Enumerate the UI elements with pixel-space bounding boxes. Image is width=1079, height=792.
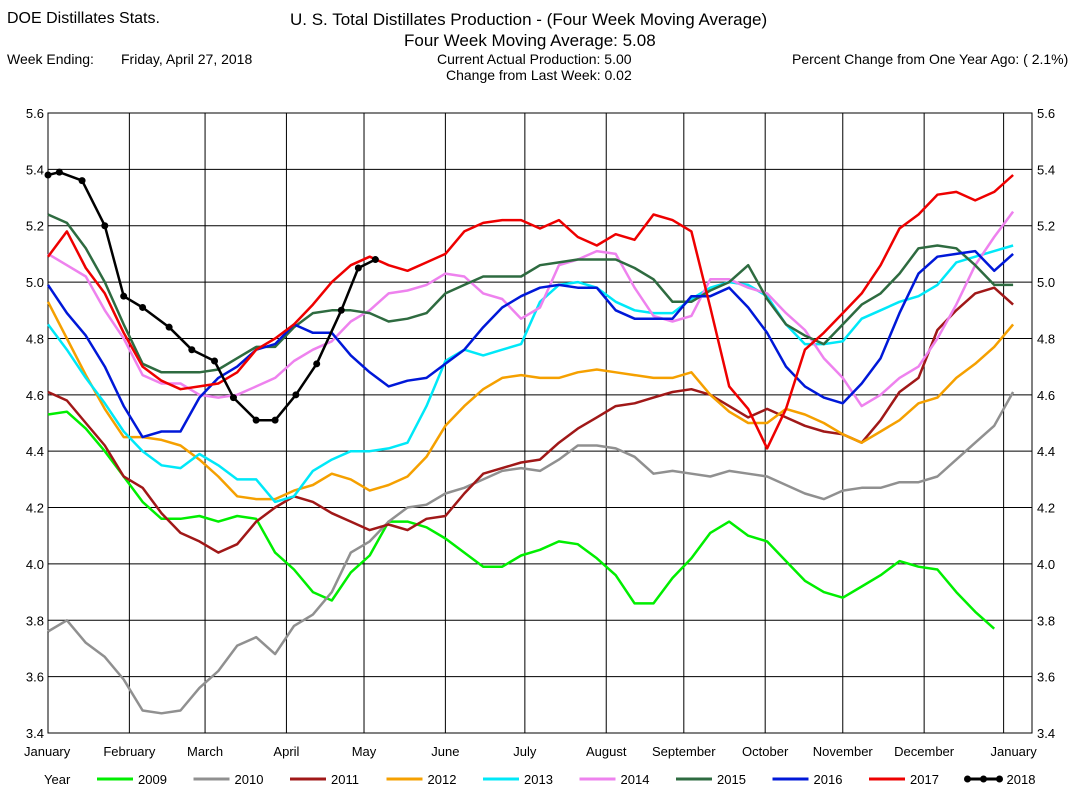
series-point-2018 (292, 391, 300, 399)
y-axis-ticks: 3.4 3.4 3.6 3.6 3.8 3.8 4.0 4.0 4.2 4.2 4.4 4.4 4.6 4… (26, 106, 1055, 741)
week-ending-label: Week Ending: (7, 51, 94, 67)
series-point-2018 (252, 416, 260, 424)
series-line-2012 (46, 301, 1015, 501)
y-tick-label-right: 4.4 (1037, 444, 1055, 459)
legend-marker-2018 (980, 775, 987, 783)
legend-label-2014: 2014 (621, 772, 650, 787)
legend-label-2010: 2010 (235, 772, 264, 787)
y-tick-label-right: 5.4 (1037, 162, 1055, 177)
plot-frame (47, 112, 1033, 734)
legend-label-2017: 2017 (910, 772, 939, 787)
app-title: DOE Distillates Stats. (7, 10, 160, 27)
y-tick-label-left: 4.4 (26, 444, 44, 459)
series-point-2018 (313, 360, 321, 368)
y-tick-label-right: 5.0 (1037, 275, 1055, 290)
series-line-2015 (47, 213, 1014, 374)
y-tick-label-left: 4.2 (26, 501, 44, 516)
y-tick-label-left: 4.6 (26, 388, 44, 403)
series-line-2010 (47, 391, 1015, 715)
series-point-2018 (165, 323, 173, 331)
x-month-label: January (24, 744, 71, 759)
x-month-label: January (990, 744, 1037, 759)
x-month-label: June (431, 744, 459, 759)
y-tick-label-left: 3.6 (26, 670, 44, 685)
x-axis-month-labels: January February March April May June July Augu… (24, 744, 1037, 759)
legend-label-2015: 2015 (717, 772, 746, 787)
series-lines (44, 168, 1015, 715)
moving-average-value: Four Week Moving Average: 5.08 (404, 31, 656, 50)
grid-lines (47, 112, 1032, 734)
series-point-2018 (188, 346, 196, 354)
legend-label-2009: 2009 (138, 772, 167, 787)
legend-label-2013: 2013 (524, 772, 553, 787)
series-point-2018 (229, 394, 237, 402)
y-tick-label-left: 4.8 (26, 331, 44, 346)
series-point-2018 (337, 306, 345, 314)
legend-marker-2018 (964, 775, 971, 783)
y-tick-label-left: 5.2 (26, 219, 44, 234)
legend-marker-2018 (996, 775, 1003, 783)
y-tick-label-right: 3.4 (1037, 726, 1055, 741)
series-point-2018 (44, 171, 52, 179)
change-from-last-week: Change from Last Week: 0.02 (446, 67, 632, 83)
series-line-2009 (47, 410, 996, 630)
y-tick-label-left: 3.8 (26, 613, 44, 628)
x-month-label: October (742, 744, 789, 759)
series-point-2018 (371, 256, 379, 264)
y-tick-label-left: 4.0 (26, 557, 44, 572)
legend-label-2016: 2016 (814, 772, 843, 787)
legend: Year 2009 2010 2011 2012 2013 2014 2015 2016 2017… (44, 772, 1035, 787)
x-month-label: November (813, 744, 874, 759)
series-point-2018 (55, 168, 63, 176)
y-tick-label-right: 4.6 (1037, 388, 1055, 403)
x-month-label: April (273, 744, 299, 759)
legend-label-2012: 2012 (428, 772, 457, 787)
y-tick-label-left: 5.4 (26, 162, 44, 177)
y-tick-label-right: 4.0 (1037, 557, 1055, 572)
y-tick-label-left: 5.6 (26, 106, 44, 121)
x-month-label: September (652, 744, 716, 759)
y-tick-label-left: 5.0 (26, 275, 44, 290)
series-line-2017 (46, 174, 1014, 450)
current-actual-production: Current Actual Production: 5.00 (437, 51, 632, 67)
chart-title: U. S. Total Distillates Production - (Fo… (290, 10, 768, 29)
legend-title: Year (44, 772, 71, 787)
legend-label-2018: 2018 (1007, 772, 1036, 787)
week-ending-value: Friday, April 27, 2018 (121, 51, 253, 67)
series-point-2018 (354, 264, 362, 272)
x-month-label: July (513, 744, 537, 759)
series-point-2018 (101, 222, 109, 230)
series-point-2018 (120, 292, 128, 300)
y-tick-label-right: 5.2 (1037, 219, 1055, 234)
x-month-label: May (352, 744, 377, 759)
x-month-label: December (894, 744, 955, 759)
series-point-2018 (211, 357, 219, 365)
x-month-label: March (187, 744, 223, 759)
series-point-2018 (78, 177, 86, 185)
y-tick-label-right: 5.6 (1037, 106, 1055, 121)
series-point-2018 (139, 303, 147, 311)
x-month-label: February (103, 744, 156, 759)
series-line-2011 (47, 286, 1014, 554)
y-tick-label-right: 4.8 (1037, 331, 1055, 346)
x-month-label: August (586, 744, 627, 759)
y-tick-label-right: 3.6 (1037, 670, 1055, 685)
y-tick-label-left: 3.4 (26, 726, 44, 741)
series-point-2018 (271, 416, 279, 424)
series-line-2013 (46, 244, 1014, 504)
percent-change-year-ago: Percent Change from One Year Ago: ( 2.1%… (792, 51, 1069, 67)
legend-label-2011: 2011 (331, 772, 359, 787)
y-tick-label-right: 4.2 (1037, 501, 1055, 516)
series-line-2016 (46, 249, 1014, 439)
y-tick-label-right: 3.8 (1037, 613, 1055, 628)
